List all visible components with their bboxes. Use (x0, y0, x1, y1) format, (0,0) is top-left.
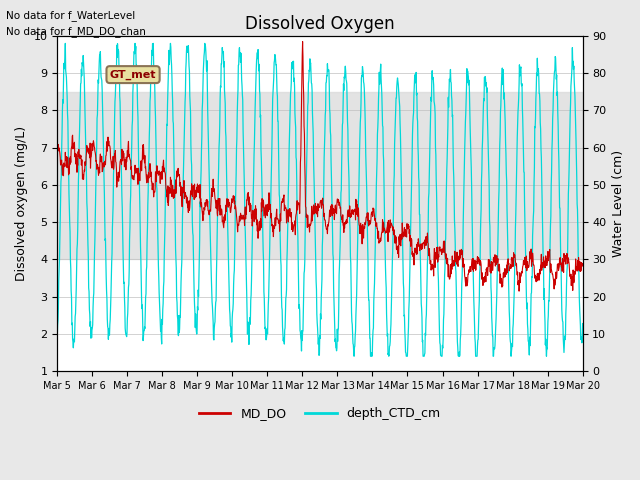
Title: Dissolved Oxygen: Dissolved Oxygen (245, 15, 395, 33)
Text: No data for f_WaterLevel: No data for f_WaterLevel (6, 10, 136, 21)
Legend: MD_DO, depth_CTD_cm: MD_DO, depth_CTD_cm (194, 402, 445, 425)
Bar (57, 92, 582, 259)
Text: GT_met: GT_met (110, 70, 156, 80)
Y-axis label: Water Level (cm): Water Level (cm) (612, 150, 625, 257)
Text: No data for f_MD_DO_chan: No data for f_MD_DO_chan (6, 26, 147, 37)
Y-axis label: Dissolved oxygen (mg/L): Dissolved oxygen (mg/L) (15, 126, 28, 281)
